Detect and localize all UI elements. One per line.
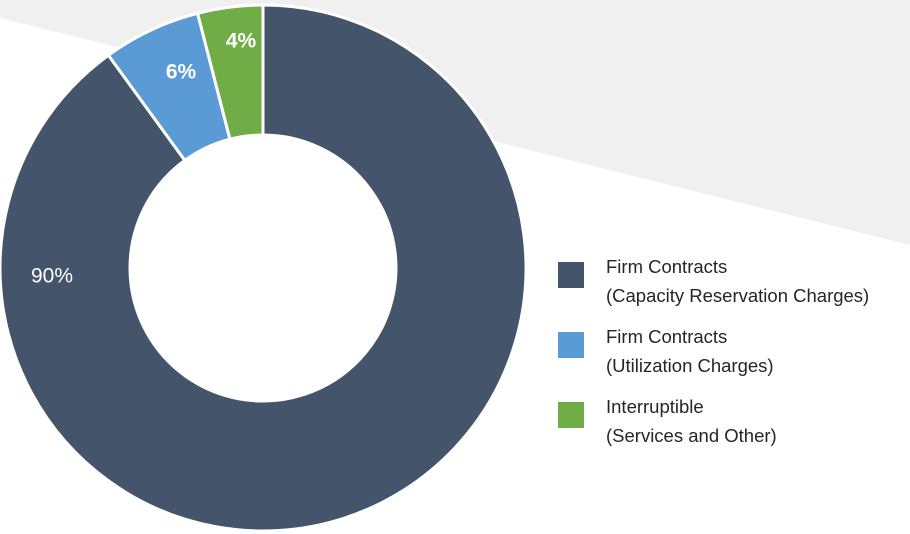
donut-slice [195,3,265,142]
legend-swatch [556,330,586,360]
data-label: 6% [166,61,197,84]
legend-swatch [556,260,586,290]
data-label: 4% [226,30,257,53]
data-label: 90% [31,265,73,288]
legend-swatch [556,400,586,430]
legend-label: Firm Contracts (Capacity Reservation Cha… [606,256,870,306]
legend-label: Firm Contracts (Utilization Charges) [606,326,774,376]
legend-item: Firm Contracts (Capacity Reservation Cha… [556,252,869,310]
legend-item: Interruptible (Services and Other) [556,392,869,450]
legend-item: Firm Contracts (Utilization Charges) [556,322,869,380]
legend: Firm Contracts (Capacity Reservation Cha… [556,252,869,462]
donut-slice [0,3,528,533]
legend-label: Interruptible (Services and Other) [606,396,777,446]
